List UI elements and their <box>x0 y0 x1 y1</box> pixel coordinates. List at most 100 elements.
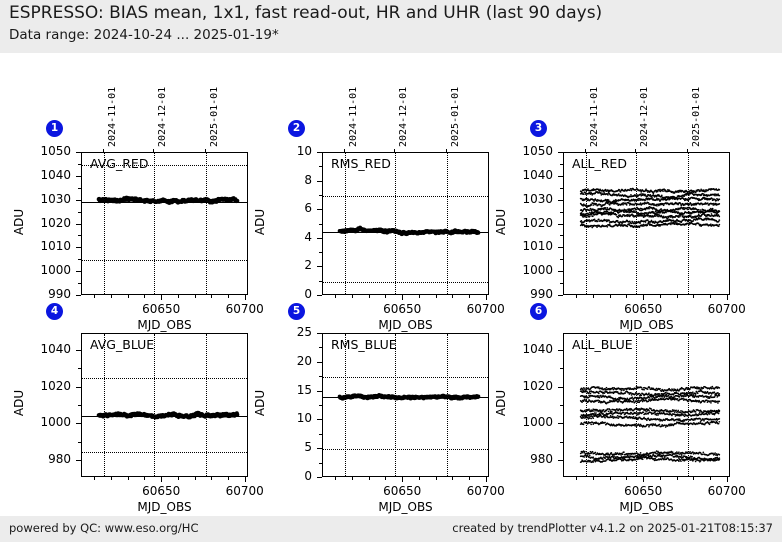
y-axis-minor-tick <box>560 212 563 213</box>
date-gridline <box>153 153 155 294</box>
date-axis-tick <box>446 149 447 152</box>
x-axis-minor-tick <box>111 295 112 298</box>
y-axis-minor-tick <box>319 463 322 464</box>
panel-badge-3[interactable]: 3 <box>530 120 547 137</box>
x-axis-tick <box>643 477 644 482</box>
y-axis-tick <box>317 152 322 153</box>
plot-area-all-blue <box>563 333 730 477</box>
y-axis-tick-label: 1000 <box>522 263 553 278</box>
y-axis-tick <box>317 448 322 449</box>
x-axis-minor-tick <box>469 295 470 298</box>
panel-title-all-blue: ALL_BLUE <box>572 337 633 352</box>
y-axis-minor-tick <box>319 405 322 406</box>
x-axis-minor-tick <box>469 477 470 480</box>
x-axis-minor-tick <box>335 295 336 298</box>
plot-area-all-red <box>563 152 730 295</box>
x-axis-minor-tick <box>144 295 145 298</box>
y-axis-tick <box>317 477 322 478</box>
x-axis-minor-tick <box>693 477 694 480</box>
panel-badge-5[interactable]: 5 <box>288 303 305 320</box>
panel-badge-4[interactable]: 4 <box>46 303 63 320</box>
threshold-line <box>82 260 247 262</box>
y-axis-tick-label: 1040 <box>40 341 71 356</box>
date-axis-label: 2024-11-01 <box>347 86 359 147</box>
date-axis-label: 2024-12-01 <box>638 86 650 147</box>
x-axis-minor-tick <box>660 295 661 298</box>
y-axis-tick <box>558 423 563 424</box>
y-axis-tick-label: 2 <box>304 258 312 273</box>
y-axis-tick <box>317 181 322 182</box>
x-axis-title: MJD_OBS <box>378 318 433 332</box>
y-axis-tick-label: 990 <box>530 287 553 301</box>
date-gridline <box>394 153 396 294</box>
panel-badge-2[interactable]: 2 <box>288 120 305 137</box>
date-axis-label: 2025-01-01 <box>208 86 220 147</box>
y-axis-tick-label: 1020 <box>522 378 553 393</box>
y-axis-tick-label: 1030 <box>522 191 553 206</box>
x-axis-minor-tick <box>335 477 336 480</box>
y-axis-minor-tick <box>78 212 81 213</box>
x-axis-tick-label: 60650 <box>624 302 663 316</box>
y-axis-tick-label: 1050 <box>40 144 71 158</box>
y-axis-tick <box>76 350 81 351</box>
x-axis-minor-tick <box>211 477 212 480</box>
x-axis-minor-tick <box>610 477 611 480</box>
panel-title-rms-blue: RMS_BLUE <box>331 337 397 352</box>
x-axis-minor-tick <box>369 295 370 298</box>
y-axis-tick-label: 1020 <box>40 215 71 230</box>
x-axis-tick <box>402 477 403 482</box>
x-axis-minor-tick <box>111 477 112 480</box>
y-axis-tick <box>76 460 81 461</box>
y-axis-tick <box>558 295 563 296</box>
panel-badge-6[interactable]: 6 <box>530 303 547 320</box>
y-axis-minor-tick <box>560 164 563 165</box>
y-axis-tick-label: 1050 <box>522 144 553 158</box>
date-axis-label: 2024-12-01 <box>397 86 409 147</box>
x-axis-minor-tick <box>228 295 229 298</box>
y-axis-tick-label: 1040 <box>522 341 553 356</box>
data-points-layer <box>337 225 481 237</box>
y-axis-tick-label: 1020 <box>40 378 71 393</box>
y-axis-tick <box>76 224 81 225</box>
threshold-line <box>323 281 488 283</box>
y-axis-minor-tick <box>560 259 563 260</box>
x-axis-title: MJD_OBS <box>137 318 192 332</box>
y-axis-tick <box>558 200 563 201</box>
x-axis-minor-tick <box>369 477 370 480</box>
x-axis-tick <box>727 295 728 300</box>
y-axis-tick <box>558 271 563 272</box>
y-axis-tick-label: 1040 <box>40 167 71 182</box>
x-axis-minor-tick <box>94 295 95 298</box>
y-axis-tick-label: 0 <box>304 287 312 301</box>
threshold-line <box>82 452 247 454</box>
x-axis-tick <box>643 295 644 300</box>
y-axis-tick <box>558 224 563 225</box>
x-axis-tick <box>245 477 246 482</box>
date-axis-label: 2025-01-01 <box>449 86 461 147</box>
x-axis-tick <box>161 477 162 482</box>
y-axis-tick-label: 1030 <box>40 191 71 206</box>
panel-badge-1[interactable]: 1 <box>46 120 63 137</box>
y-axis-title: ADU <box>253 389 267 417</box>
y-axis-minor-tick <box>78 235 81 236</box>
date-axis-tick <box>394 149 395 152</box>
y-axis-tick-label: 990 <box>48 287 71 301</box>
y-axis-tick-label: 15 <box>296 382 312 397</box>
y-axis-tick-label: 1010 <box>40 239 71 254</box>
date-gridline <box>103 153 105 294</box>
y-axis-tick-label: 1000 <box>522 415 553 430</box>
x-axis-minor-tick <box>385 295 386 298</box>
date-axis-tick <box>585 149 586 152</box>
y-axis-tick-label: 0 <box>304 469 312 483</box>
y-axis-title: ADU <box>12 389 26 417</box>
x-axis-minor-tick <box>452 295 453 298</box>
y-axis-minor-tick <box>560 283 563 284</box>
date-gridline <box>394 334 396 476</box>
date-axis-tick <box>687 149 688 152</box>
date-gridline <box>103 334 105 476</box>
threshold-line <box>82 164 247 166</box>
x-axis-tick <box>402 295 403 300</box>
x-axis-minor-tick <box>710 295 711 298</box>
y-axis-tick-label: 4 <box>304 229 312 244</box>
y-axis-tick-label: 20 <box>296 353 312 368</box>
